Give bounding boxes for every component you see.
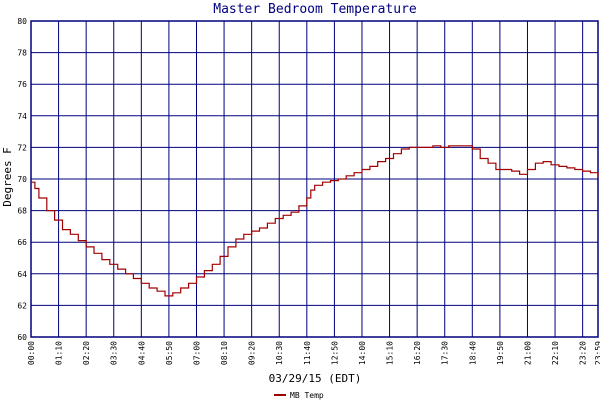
x-tick-label: 11:40 — [303, 341, 312, 365]
legend: MB Temp — [274, 391, 324, 400]
x-tick-label: 21:00 — [523, 341, 532, 365]
x-tick-label: 03:30 — [110, 341, 119, 365]
y-tick-label: 72 — [17, 143, 27, 152]
x-tick-label: 16:20 — [413, 341, 422, 365]
y-tick-label: 74 — [17, 112, 27, 121]
y-tick-label: 68 — [17, 207, 27, 216]
chart-title: Master Bedroom Temperature — [213, 2, 417, 17]
x-tick-label: 00:00 — [27, 341, 36, 365]
legend-label: MB Temp — [290, 391, 324, 400]
x-axis-label: 03/29/15 (EDT) — [269, 372, 362, 385]
x-tick-label: 05:50 — [165, 341, 174, 365]
x-tick-label: 15:10 — [386, 341, 395, 365]
y-tick-label: 60 — [17, 333, 27, 342]
x-tick-label: 23:20 — [579, 341, 588, 365]
x-tick-label: 17:30 — [441, 341, 450, 365]
x-tick-labels: 00:00 01:10 02:20 03:30 04:40 05:50 07:00 08:10… — [27, 341, 600, 365]
x-tick-label: 23:59 — [594, 341, 600, 365]
y-tick-label: 62 — [17, 301, 27, 310]
x-tick-label: 08:10 — [220, 341, 229, 365]
x-tick-label: 12:50 — [330, 341, 339, 365]
y-axis-label: Degrees F — [1, 147, 14, 207]
plot-frame — [30, 20, 599, 338]
y-tick-label: 66 — [17, 238, 27, 247]
x-tick-label: 09:20 — [248, 341, 257, 365]
x-tick-label: 22:10 — [551, 341, 560, 365]
x-tick-label: 02:20 — [82, 341, 91, 365]
y-tick-label: 78 — [17, 49, 27, 58]
y-tick-label: 64 — [17, 270, 27, 279]
x-tick-label: 19:50 — [496, 341, 505, 365]
x-tick-label: 07:00 — [192, 341, 201, 365]
x-tick-label: 04:40 — [137, 341, 146, 365]
series-line-mb-temp — [31, 145, 599, 297]
x-tick-label: 14:00 — [358, 341, 367, 365]
x-tick-label: 01:10 — [55, 341, 64, 365]
y-tick-label: 76 — [17, 80, 27, 89]
x-tick-label: 10:30 — [275, 341, 284, 365]
y-tick-labels: 60 62 64 66 68 70 72 74 76 78 80 — [17, 17, 27, 342]
y-tick-label: 80 — [17, 17, 27, 26]
grid-lines — [30, 20, 599, 338]
y-tick-label: 70 — [17, 175, 27, 184]
x-tick-label: 18:40 — [468, 341, 477, 365]
